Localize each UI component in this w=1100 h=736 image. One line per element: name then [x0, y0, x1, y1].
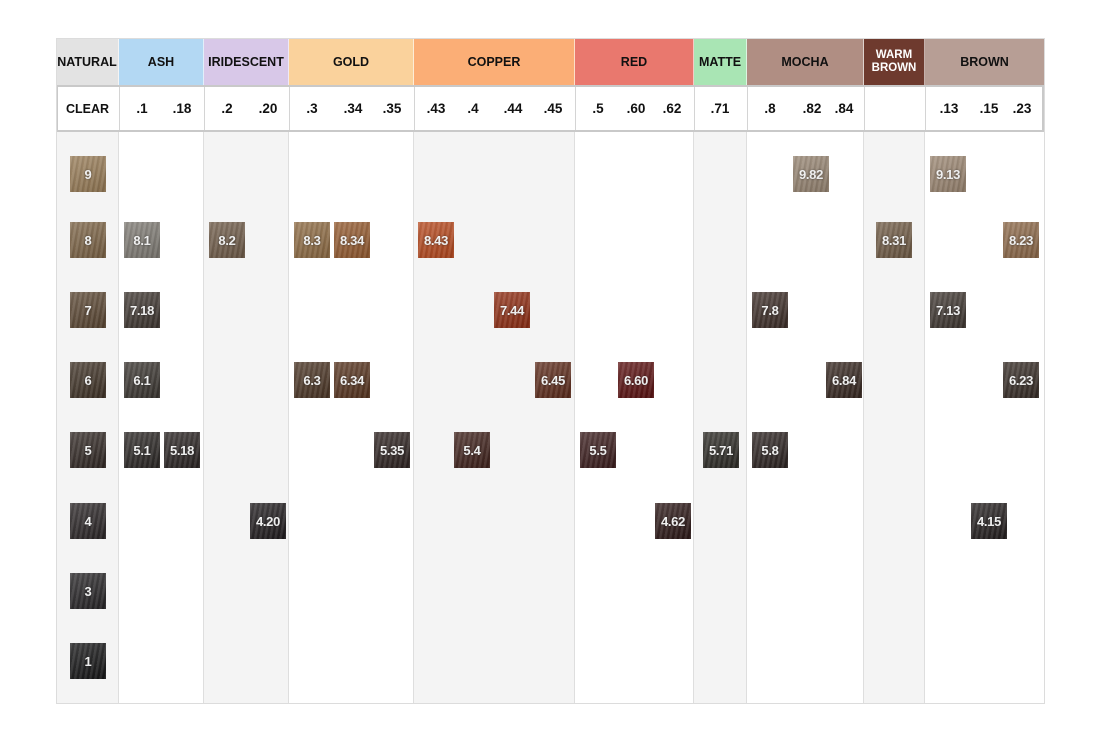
clear-label: CLEAR — [65, 101, 110, 116]
clear-row-divider — [747, 87, 748, 130]
column-body-copper — [414, 131, 575, 703]
tone-label: .62 — [662, 101, 682, 116]
swatch[interactable]: 3 — [70, 573, 106, 609]
swatch[interactable]: 8.43 — [418, 222, 454, 258]
clear-row-divider — [694, 87, 695, 130]
header-red: RED — [575, 39, 694, 85]
tone-label: .82 — [802, 101, 822, 116]
tone-label: .4 — [467, 101, 479, 116]
header-iridescent: IRIDESCENT — [204, 39, 289, 85]
swatch[interactable]: 6.1 — [124, 362, 160, 398]
clear-row-divider — [864, 87, 865, 130]
clear-row-divider — [204, 87, 205, 130]
swatch[interactable]: 5.5 — [580, 432, 616, 468]
tone-label: .60 — [626, 101, 646, 116]
column-body-warm_brown — [864, 131, 925, 703]
swatch[interactable]: 7 — [70, 292, 106, 328]
column-body-ash — [119, 131, 204, 703]
header-natural: NATURAL — [56, 39, 119, 85]
tone-label: .45 — [543, 101, 563, 116]
column-body-iridescent — [204, 131, 289, 703]
swatch[interactable]: 6.45 — [535, 362, 571, 398]
column-body-natural — [56, 131, 119, 703]
clear-row-divider — [925, 87, 926, 130]
column-body-mocha — [747, 131, 864, 703]
swatch[interactable]: 9.82 — [793, 156, 829, 192]
tone-label: .44 — [503, 101, 523, 116]
tone-label: .1 — [136, 101, 148, 116]
swatch[interactable]: 9 — [70, 156, 106, 192]
swatch[interactable]: 7.8 — [752, 292, 788, 328]
tone-label: .71 — [710, 101, 730, 116]
swatch[interactable]: 6.34 — [334, 362, 370, 398]
swatch[interactable]: 9.13 — [930, 156, 966, 192]
header-brown: BROWN — [925, 39, 1045, 85]
swatch[interactable]: 6.84 — [826, 362, 862, 398]
swatch[interactable]: 8.3 — [294, 222, 330, 258]
tone-label: .3 — [306, 101, 318, 116]
tone-label: .20 — [258, 101, 278, 116]
clear-row-divider — [119, 87, 120, 130]
clear-row-divider — [414, 87, 415, 130]
column-body-brown — [925, 131, 1045, 703]
swatch[interactable]: 5.18 — [164, 432, 200, 468]
swatch[interactable]: 7.13 — [930, 292, 966, 328]
tone-label: .15 — [979, 101, 999, 116]
swatch[interactable]: 5 — [70, 432, 106, 468]
tone-label: .8 — [764, 101, 776, 116]
clear-row — [56, 85, 1044, 132]
swatch[interactable]: 4.62 — [655, 503, 691, 539]
swatch[interactable]: 8.1 — [124, 222, 160, 258]
header-mocha: MOCHA — [747, 39, 864, 85]
swatch[interactable]: 6 — [70, 362, 106, 398]
swatch[interactable]: 1 — [70, 643, 106, 679]
header-warm_brown: WARM BROWN — [864, 39, 925, 85]
tone-label: .34 — [343, 101, 363, 116]
header-copper: COPPER — [414, 39, 575, 85]
swatch[interactable]: 6.3 — [294, 362, 330, 398]
column-body-matte — [694, 131, 747, 703]
swatch[interactable]: 8 — [70, 222, 106, 258]
tone-label: .18 — [172, 101, 192, 116]
tone-label: .43 — [426, 101, 446, 116]
tone-label: .35 — [382, 101, 402, 116]
swatch[interactable]: 5.35 — [374, 432, 410, 468]
swatch[interactable]: 5.71 — [703, 432, 739, 468]
column-body-gold — [289, 131, 414, 703]
swatch[interactable]: 8.2 — [209, 222, 245, 258]
tone-label: .2 — [221, 101, 233, 116]
swatch[interactable]: 6.23 — [1003, 362, 1039, 398]
swatch[interactable]: 6.60 — [618, 362, 654, 398]
tone-label: .13 — [939, 101, 959, 116]
swatch[interactable]: 8.34 — [334, 222, 370, 258]
swatch[interactable]: 8.23 — [1003, 222, 1039, 258]
clear-row-divider — [575, 87, 576, 130]
clear-row-divider — [289, 87, 290, 130]
swatch[interactable]: 4.20 — [250, 503, 286, 539]
swatch[interactable]: 4 — [70, 503, 106, 539]
header-ash: ASH — [119, 39, 204, 85]
column-body-red — [575, 131, 694, 703]
tone-label: .84 — [834, 101, 854, 116]
swatch[interactable]: 5.8 — [752, 432, 788, 468]
header-gold: GOLD — [289, 39, 414, 85]
tone-label: .23 — [1012, 101, 1032, 116]
swatch[interactable]: 4.15 — [971, 503, 1007, 539]
swatch[interactable]: 5.1 — [124, 432, 160, 468]
header-matte: MATTE — [694, 39, 747, 85]
swatch[interactable]: 5.4 — [454, 432, 490, 468]
swatch[interactable]: 8.31 — [876, 222, 912, 258]
swatch[interactable]: 7.18 — [124, 292, 160, 328]
swatch[interactable]: 7.44 — [494, 292, 530, 328]
tone-label: .5 — [592, 101, 604, 116]
